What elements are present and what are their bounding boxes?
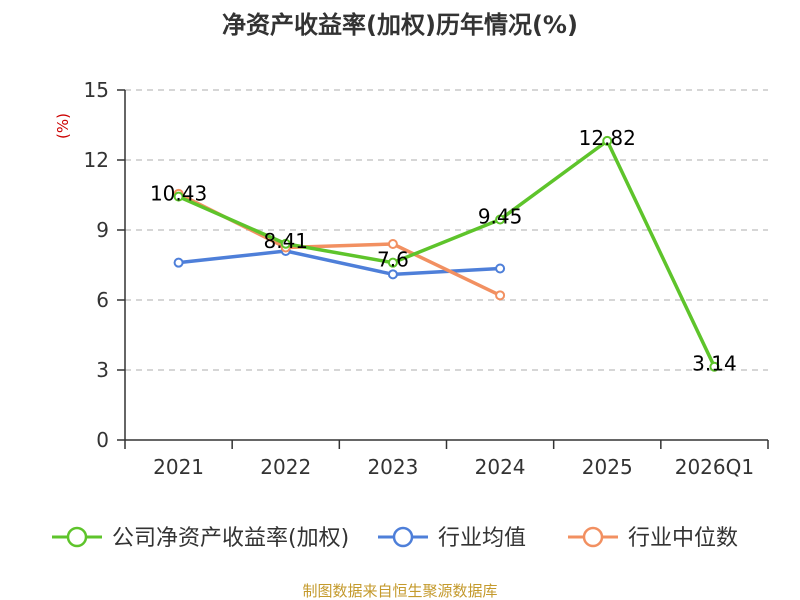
chart-title: 净资产收益率(加权)历年情况(%) [222,11,578,39]
legend-swatch-marker [392,526,414,548]
series-2-point-2024[interactable] [495,290,506,301]
gridlines [125,89,768,371]
data-label-2026Q1: 3.14 [692,352,737,376]
series-1-point-2024[interactable] [495,263,506,274]
legend-label: 公司净资产收益率(加权) [112,526,349,551]
y-tick-label: 0 [96,428,109,452]
series-0-point-2023[interactable] [387,257,398,268]
y-tick-label: 15 [84,78,109,102]
x-tick-label: 2021 [153,455,204,479]
series-0-point-2021[interactable] [173,191,184,202]
data-label-2023: 7.6 [377,248,409,272]
data-label-2024: 9.45 [478,205,523,229]
series-line-2 [177,192,501,297]
series-1-point-2023[interactable] [387,269,398,280]
series-lines [173,135,720,372]
series-0-point-2024[interactable] [495,214,506,225]
y-axis-unit-label: (%) [54,113,72,139]
y-tick-label: 6 [96,288,109,312]
series-0-point-2026Q1[interactable] [709,361,720,372]
legend-item-1[interactable]: 行业均值 [378,526,526,551]
series-line-0 [177,139,716,368]
data-label-2022: 8.41 [263,229,308,253]
x-tick-label: 2023 [367,455,418,479]
y-tick-label: 12 [84,148,109,172]
data-source-note: 制图数据来自恒生聚源数据库 [302,582,497,600]
legend-swatch-marker [582,526,604,548]
data-labels: 10.43 8.41 7.6 9.45 12.82 3.14 [150,126,737,376]
series-0-point-2022[interactable] [280,238,291,249]
data-label-2025: 12.82 [579,126,636,150]
legend-item-2[interactable]: 行业中位数 [568,526,738,551]
x-tick-label: 2022 [260,455,311,479]
data-label-2021: 10.43 [150,182,207,206]
legend-swatch-marker [66,526,88,548]
legend-label: 行业均值 [438,526,526,551]
legend-item-0[interactable]: 公司净资产收益率(加权) [52,526,349,551]
x-tick-label: 2024 [475,455,526,479]
series-2-point-2023[interactable] [387,239,398,249]
legend-label: 行业中位数 [628,526,738,551]
series-1-point-2021[interactable] [173,257,184,268]
axes: 0 3 6 9 12 15 2021 2022 2023 2024 2025 2026Q1 [84,78,769,479]
legend[interactable]: 公司净资产收益率(加权) 行业均值 行业中位数 [52,526,738,551]
y-tick-label: 3 [96,358,109,382]
x-tick-label: 2025 [582,455,633,479]
series-0-point-2025[interactable] [602,135,613,146]
x-tick-label: 2026Q1 [675,455,754,479]
y-tick-label: 9 [96,218,109,242]
